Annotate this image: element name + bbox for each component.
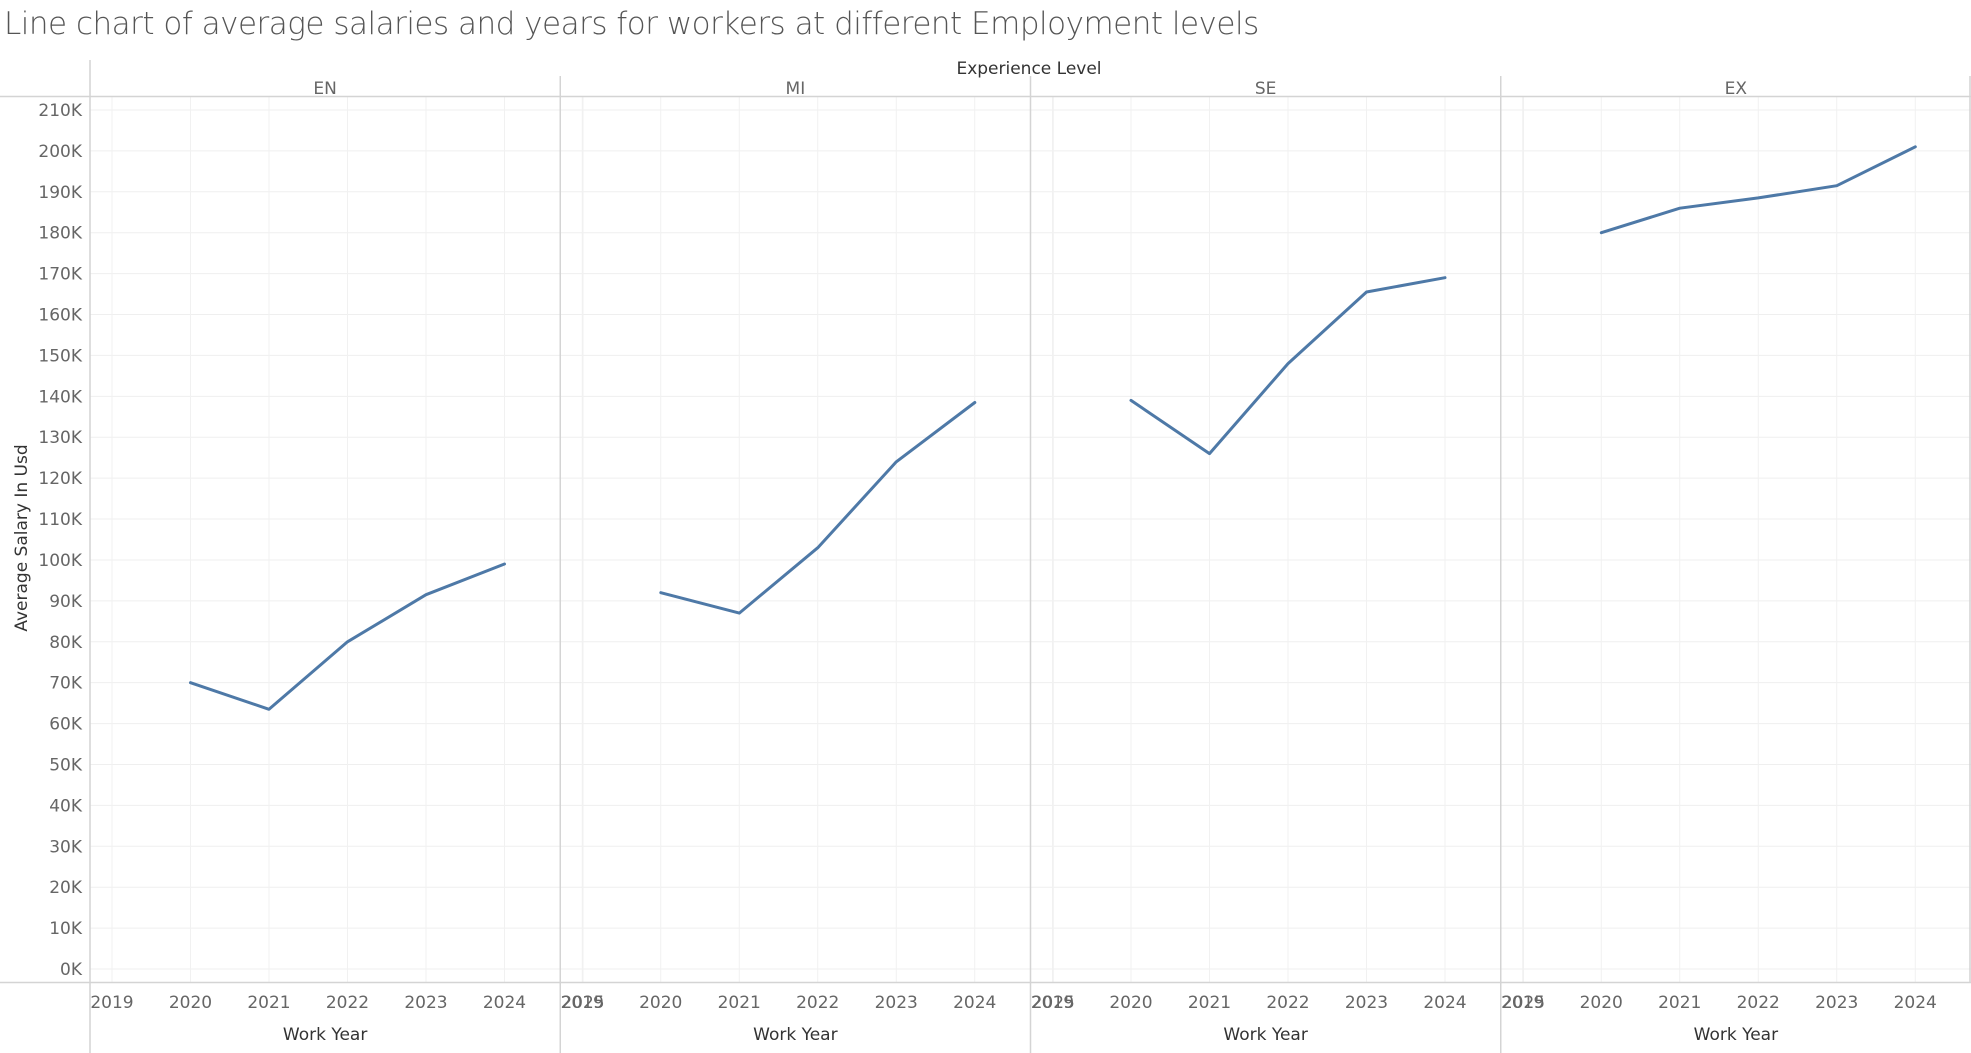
- y-tick-label: 150K: [38, 346, 82, 366]
- x-axis-title: Work Year: [1694, 1025, 1778, 1045]
- x-tick-label: 2024: [1894, 993, 1937, 1013]
- panel-label: SE: [1255, 79, 1277, 99]
- x-tick-label: 2020: [1109, 993, 1152, 1013]
- y-tick-label: 120K: [38, 469, 82, 489]
- x-tick-label: 2019: [1031, 993, 1074, 1013]
- x-axis-title: Work Year: [753, 1025, 837, 1045]
- y-axis-title: Average Salary In Usd: [12, 444, 32, 631]
- y-tick-label: 20K: [49, 878, 83, 898]
- x-tick-label: 2024: [483, 993, 526, 1013]
- series-line-se: [1129, 276, 1447, 456]
- x-tick-label: 2021: [1188, 993, 1231, 1013]
- x-tick-label: 2021: [718, 993, 761, 1013]
- line-layer: [189, 145, 1917, 711]
- label-layer: 0K 10K 20K 30K 40K 50K 60K 70K 80K 90K 100K 110K 120…: [38, 79, 1937, 1045]
- x-tick-label: 2022: [326, 993, 369, 1013]
- x-tick-label: 2025: [561, 993, 604, 1013]
- y-tick-label: 190K: [38, 183, 82, 203]
- frame-layer: [0, 60, 1971, 1053]
- series-line-mi: [659, 401, 977, 615]
- x-tick-label: 2023: [1815, 993, 1858, 1013]
- y-tick-label: 130K: [38, 428, 82, 448]
- chart-title: Line chart of average salaries and years…: [4, 6, 1259, 42]
- y-tick-label: 60K: [49, 715, 83, 735]
- x-tick-label: 2022: [1266, 993, 1309, 1013]
- y-tick-label: 50K: [49, 755, 83, 775]
- x-tick-label: 2020: [639, 993, 682, 1013]
- x-tick-label: 2020: [169, 993, 212, 1013]
- panel-label: MI: [786, 79, 806, 99]
- y-tick-label: 0K: [60, 960, 83, 980]
- x-tick-label: 2023: [1345, 993, 1388, 1013]
- x-tick-label: 2025: [1502, 993, 1545, 1013]
- x-tick-label: 2021: [1658, 993, 1701, 1013]
- x-tick-label: 2024: [1423, 993, 1466, 1013]
- x-tick-label: 2019: [1501, 993, 1544, 1013]
- x-tick-label: 2025: [1032, 993, 1075, 1013]
- panel-label: EX: [1725, 79, 1748, 99]
- y-tick-label: 110K: [38, 510, 82, 530]
- x-tick-label: 2024: [953, 993, 996, 1013]
- y-tick-label: 200K: [38, 142, 82, 162]
- x-tick-label: 2022: [796, 993, 839, 1013]
- panel-label: EN: [313, 79, 336, 99]
- x-tick-label: 2019: [90, 993, 133, 1013]
- x-axis-title: Work Year: [1223, 1025, 1307, 1045]
- x-tick-label: 2023: [404, 993, 447, 1013]
- y-tick-label: 100K: [38, 551, 82, 571]
- facet-axis-title: Experience Level: [956, 59, 1101, 79]
- x-tick-label: 2020: [1580, 993, 1623, 1013]
- y-tick-label: 70K: [49, 674, 83, 694]
- series-line-ex: [1599, 145, 1917, 235]
- x-axis-title: Work Year: [283, 1025, 367, 1045]
- x-tick-label: 2021: [247, 993, 290, 1013]
- y-tick-label: 10K: [49, 919, 83, 939]
- series-line-en: [189, 562, 506, 711]
- y-tick-label: 180K: [38, 224, 82, 244]
- y-tick-label: 80K: [49, 633, 83, 653]
- x-tick-label: 2019: [561, 993, 604, 1013]
- y-tick-label: 160K: [38, 306, 82, 326]
- x-tick-label: 2022: [1737, 993, 1780, 1013]
- y-tick-label: 40K: [49, 796, 83, 816]
- y-tick-label: 30K: [49, 837, 83, 857]
- y-tick-label: 210K: [38, 101, 82, 121]
- y-tick-label: 140K: [38, 387, 82, 407]
- y-tick-label: 170K: [38, 265, 82, 285]
- y-tick-label: 90K: [49, 592, 83, 612]
- x-tick-label: 2023: [875, 993, 918, 1013]
